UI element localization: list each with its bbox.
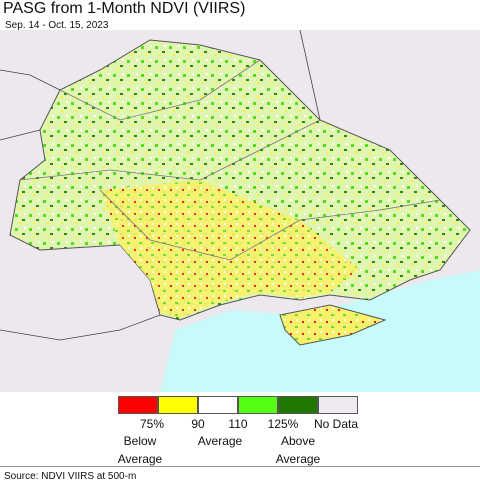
legend-label: 90: [191, 417, 205, 431]
map: [0, 30, 480, 392]
legend-label: No Data: [313, 417, 359, 431]
title: PASG from 1-Month NDVI (VIIRS): [3, 0, 246, 17]
legend-group-label: Above Average: [275, 434, 321, 466]
legend-group-label: Average: [197, 434, 243, 448]
legend-swatch: [278, 396, 318, 414]
legend-group-label: Below Average: [117, 434, 163, 466]
legend-label: 110: [228, 417, 248, 431]
legend-label: 75%: [139, 417, 165, 431]
legend-swatch: [238, 396, 278, 414]
legend-swatch: [118, 396, 158, 414]
subtitle: Sep. 14 - Oct. 15, 2023: [5, 20, 109, 31]
legend-label: 125%: [267, 417, 299, 431]
legend-swatch: [158, 396, 198, 414]
legend-swatch: [198, 396, 238, 414]
divider: [0, 466, 480, 467]
legend-swatch: [318, 396, 358, 414]
source: Source: NDVI VIIRS at 500-m: [4, 471, 137, 482]
legend: [118, 396, 358, 414]
